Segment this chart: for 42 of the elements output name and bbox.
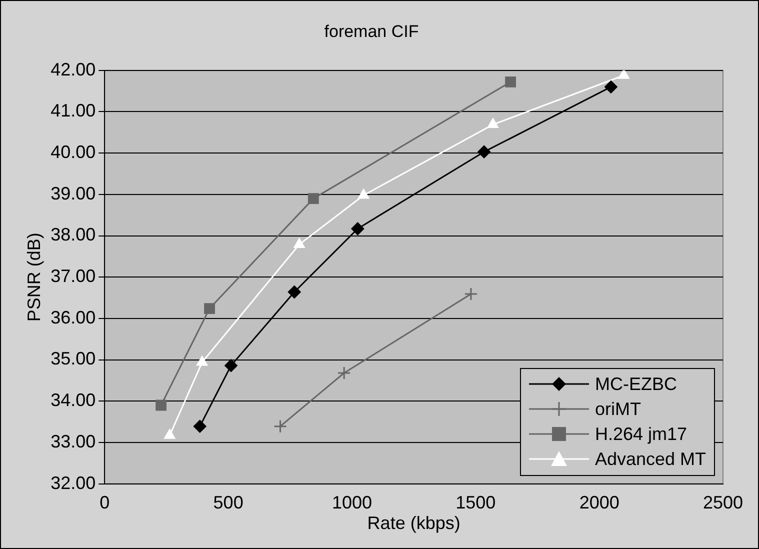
point: [618, 70, 630, 79]
point: [204, 303, 215, 314]
point: [464, 287, 478, 301]
y-tick-label: 38.00: [50, 224, 96, 245]
point: [358, 188, 370, 199]
x-tick-label: 1000: [332, 492, 372, 513]
chart-title: foreman CIF: [324, 22, 419, 41]
x-tick-label: 0: [100, 492, 110, 513]
x-tick-label: 2000: [579, 492, 620, 513]
point: [351, 222, 364, 236]
x-tick-label: 2500: [702, 492, 744, 513]
x-tick-label: 1500: [456, 492, 496, 513]
point: [294, 238, 305, 248]
legend-label: Advanced MT: [595, 448, 706, 470]
point: [224, 359, 238, 372]
y-tick-label: 41.00: [50, 100, 96, 121]
x-tick-label: 500: [213, 492, 244, 513]
y-tick-label: 40.00: [50, 142, 96, 162]
y-tick-label: 37.00: [50, 266, 96, 286]
point: [604, 80, 618, 94]
y-tick-label: 42.00: [50, 59, 96, 80]
y-tick-label: 32.00: [50, 472, 96, 493]
point: [156, 400, 166, 411]
point: [478, 145, 491, 158]
point: [193, 420, 206, 433]
point: [274, 420, 288, 434]
legend-label: MC-EZBC: [595, 374, 677, 395]
point: [308, 193, 319, 204]
point: [337, 366, 351, 380]
y-tick-label: 33.00: [50, 431, 96, 452]
x-axis-title: Rate (kbps): [367, 513, 460, 534]
y-tick-label: 35.00: [50, 348, 96, 369]
legend-label: H.264 jm17: [595, 424, 688, 445]
legend-label: oriMT: [595, 398, 641, 420]
point: [505, 76, 516, 88]
y-tick-label: 39.00: [50, 183, 96, 204]
point: [487, 118, 499, 128]
y-tick-label: 34.00: [50, 390, 96, 410]
point: [288, 285, 301, 298]
point: [196, 356, 208, 366]
y-tick-label: 36.00: [50, 307, 96, 328]
y-axis-title: PSNR (dB): [24, 232, 44, 322]
